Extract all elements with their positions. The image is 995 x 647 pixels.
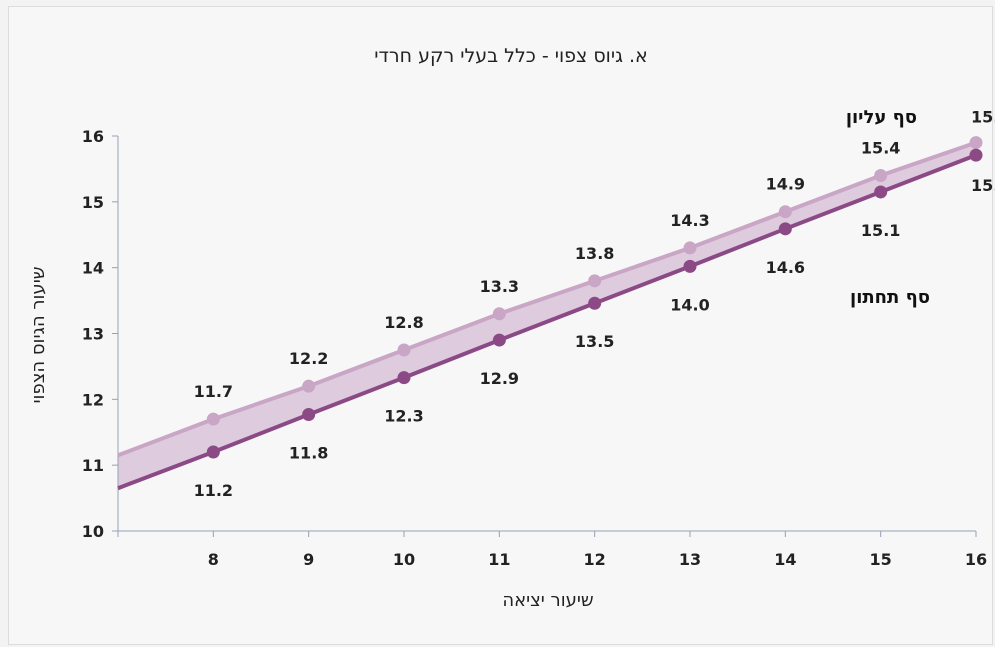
upper-point [874, 169, 888, 182]
x-tick-label: 12 [584, 550, 606, 569]
lower-point [302, 407, 316, 421]
lower-data-label: 14.6 [766, 258, 805, 277]
lower-point [206, 445, 220, 459]
lower-point [683, 259, 697, 273]
y-tick-label: 12 [82, 390, 104, 409]
x-tick-label: 15 [870, 550, 892, 569]
x-axis-title: שיעור יציאה [502, 590, 593, 611]
lower-data-label: 12.9 [480, 369, 519, 388]
chart-title: א. גיוס צפוי - כלל בעלי רקע חרדי [374, 45, 647, 67]
y-tick-label: 14 [82, 259, 104, 278]
lower-threshold-label: סף תחתון [850, 287, 930, 308]
x-tick-label: 11 [488, 550, 510, 569]
upper-point [302, 379, 316, 393]
lower-data-label: 13.5 [575, 332, 614, 351]
upper-data-label: 14.9 [766, 175, 805, 194]
lower-series-line [117, 153, 977, 491]
threshold-band [118, 142, 976, 489]
y-tick-label: 15 [82, 193, 104, 212]
lower-point [969, 148, 983, 162]
upper-point [492, 307, 506, 321]
upper-data-label: 13.3 [480, 277, 519, 296]
upper-series-line [117, 140, 977, 458]
lower-point [874, 185, 888, 199]
lower-point [588, 296, 602, 310]
lower-data-label: 11.2 [194, 481, 233, 500]
y-tick-label: 13 [82, 325, 104, 344]
x-tick-label: 16 [965, 550, 987, 569]
lower-data-label: 14.0 [670, 295, 709, 314]
upper-data-label: 15.4 [861, 139, 900, 158]
upper-data-label: 13.8 [575, 244, 614, 263]
lower-data-label: 12.3 [384, 407, 423, 426]
upper-data-label: 14.3 [670, 211, 709, 230]
upper-point [206, 412, 220, 426]
upper-data-label: 12.2 [289, 349, 328, 368]
lower-point [492, 333, 506, 347]
upper-point [397, 343, 411, 357]
upper-point [588, 274, 602, 288]
y-tick-label: 16 [82, 127, 104, 146]
lower-data-label: 11.8 [289, 443, 328, 462]
upper-point [683, 241, 697, 255]
upper-threshold-label: סף עליון [846, 107, 917, 128]
lower-point [778, 222, 792, 236]
x-tick-label: 13 [679, 550, 701, 569]
lower-data-label: 15.1 [861, 221, 900, 240]
y-tick-label: 10 [82, 522, 104, 541]
upper-point [969, 136, 983, 150]
x-tick-label: 8 [208, 550, 219, 569]
upper-data-label: 12.8 [384, 313, 423, 332]
lower-data-label: 15.7 [971, 176, 995, 195]
x-tick-label: 9 [303, 550, 314, 569]
x-tick-label: 14 [774, 550, 796, 569]
upper-point [778, 205, 792, 219]
lower-point [397, 371, 411, 385]
x-tick-label: 10 [393, 550, 415, 569]
y-tick-label: 11 [82, 456, 104, 475]
y-axis-title: שיעור הגיוס הצפוי [28, 267, 49, 404]
upper-data-label: 15.9 [971, 108, 995, 127]
upper-data-label: 11.7 [194, 382, 233, 401]
